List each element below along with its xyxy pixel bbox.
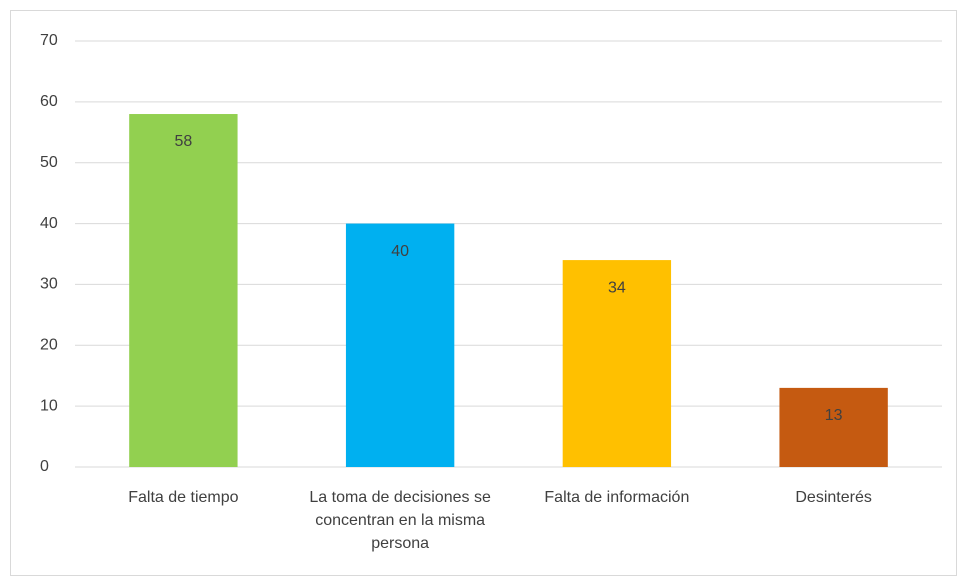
y-tick-label: 70 — [40, 32, 58, 49]
y-tick-label: 50 — [40, 154, 58, 171]
y-tick-label: 40 — [40, 215, 58, 232]
y-tick-label: 10 — [40, 397, 58, 414]
y-tick-label: 60 — [40, 93, 58, 110]
bar — [562, 260, 672, 467]
x-tick-label: La toma de decisiones se concentran en l… — [309, 489, 491, 552]
y-tick-label: 30 — [40, 276, 58, 293]
x-tick-label: Desinterés — [795, 489, 872, 506]
data-label: 40 — [391, 243, 409, 260]
y-tick-label: 20 — [40, 337, 58, 354]
data-label: 34 — [608, 279, 626, 296]
x-tick-label: Falta de tiempo — [128, 489, 239, 506]
data-label: 13 — [825, 407, 843, 424]
bar — [779, 387, 888, 467]
y-tick-label: 0 — [40, 458, 49, 475]
bar — [129, 114, 238, 468]
data-label: 58 — [174, 133, 192, 150]
bar — [345, 223, 455, 467]
x-tick-label: Falta de información — [544, 489, 690, 506]
